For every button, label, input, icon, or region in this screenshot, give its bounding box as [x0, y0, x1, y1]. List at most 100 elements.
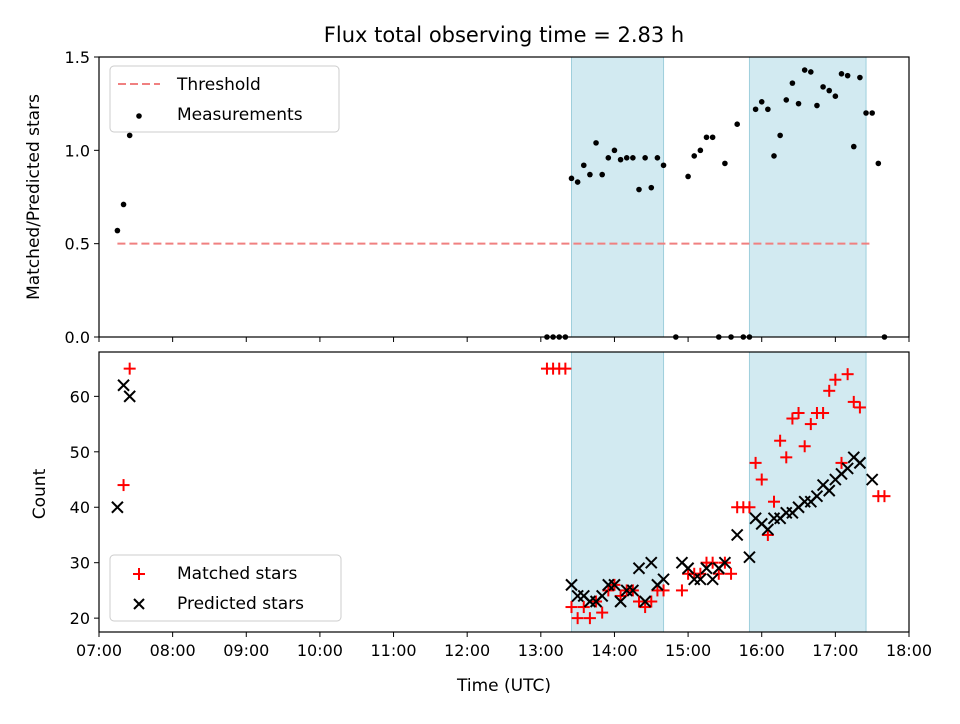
predicted-star-point: [761, 523, 775, 536]
measurement-point: [636, 186, 642, 193]
measurement-point: [660, 162, 667, 169]
predicted-star-point: [823, 484, 836, 497]
measurement-point: [722, 160, 728, 167]
measurement-point: [734, 121, 740, 127]
x-tick-label: 16:00: [739, 641, 785, 660]
measurement-point: [863, 110, 869, 116]
predicted-star-point: [626, 584, 640, 597]
measurement-point: [826, 87, 833, 94]
matched-star-point: [853, 401, 866, 414]
predicted-star-point: [810, 489, 824, 503]
predicted-star-point: [853, 456, 867, 470]
predicted-star-point: [700, 562, 713, 575]
measurement-point: [114, 227, 121, 234]
measurement-point: [568, 175, 575, 182]
matched-star-point: [823, 384, 836, 397]
top-y-tick-label: 1.5: [65, 48, 90, 67]
bottom-legend-box: [109, 554, 342, 622]
matched-star-point: [804, 418, 817, 431]
measurement-point: [783, 97, 790, 103]
predicted-star-point: [632, 562, 646, 575]
bottom-axes-frame: [98, 351, 910, 633]
measurement-point: [611, 147, 618, 154]
matched-star-point: [559, 362, 572, 375]
measurement-point: [587, 171, 593, 178]
x-tick-label: 07:00: [76, 641, 122, 660]
predicted-stars-legend-swatch: [133, 598, 145, 610]
measurement-point: [844, 72, 851, 79]
predicted-star-point: [117, 379, 130, 392]
bottom-y-tick-label: 60: [70, 387, 90, 406]
matched-star-point: [835, 456, 848, 469]
x-tick-label: 09:00: [223, 641, 269, 660]
matched-star-point: [847, 395, 860, 408]
measurement-point: [765, 106, 771, 113]
top-y-axis-label: Matched/Predicted stars: [24, 94, 44, 300]
measurement-point: [832, 93, 839, 99]
matched-star-point: [817, 406, 830, 419]
bottom-y-tick-label: 30: [70, 554, 90, 573]
matched-star-point: [694, 567, 707, 580]
matched-stars-legend-label: Matched stars: [177, 564, 297, 584]
x-tick-label: 10:00: [297, 641, 343, 660]
matched-star-point: [829, 373, 842, 386]
measurement-point: [709, 134, 716, 141]
matched-star-point: [633, 595, 645, 608]
matched-star-point: [792, 406, 805, 419]
matched-star-point: [798, 440, 811, 453]
predicted-star-point: [718, 556, 732, 569]
threshold-legend-label: Threshold: [176, 75, 261, 95]
top-panel: 0.0 0.5 1.0 1.5 Matched/Predicted stars Thr…: [24, 48, 910, 347]
bottom-y-tick-label: 50: [70, 443, 90, 462]
measurement-point: [648, 184, 655, 191]
matched-star-point: [768, 495, 780, 508]
top-y-tick-label: 0.0: [65, 328, 90, 347]
measurement-point: [875, 160, 882, 167]
bottom-y-ticks: 20 30 40 50 60: [70, 387, 99, 628]
x-tick-label: 17:00: [812, 641, 858, 660]
measurement-point: [120, 201, 127, 208]
predicted-star-point: [614, 595, 627, 608]
predicted-star-point: [111, 501, 124, 514]
predicted-star-point: [743, 550, 756, 564]
bottom-y-tick-label: 40: [70, 498, 90, 517]
matched-star-point: [645, 595, 658, 608]
matched-star-point: [786, 412, 799, 425]
predicted-star-point: [595, 589, 609, 603]
matched-star-point: [841, 368, 854, 381]
matched-star-point: [761, 528, 774, 541]
shaded-interval-1: [571, 56, 665, 338]
predicted-star-point: [706, 573, 719, 586]
measurement-point: [752, 106, 759, 113]
matched-stars-points: [117, 362, 891, 625]
predicted-star-point: [565, 578, 578, 592]
matched-star-point: [712, 567, 725, 580]
x-tick-label: 13:00: [518, 641, 564, 660]
top-y-tick-label: 1.0: [65, 141, 90, 160]
matched-star-point: [657, 584, 670, 597]
measurement-point: [574, 179, 581, 185]
measurements-legend-swatch: [136, 113, 142, 119]
predicted-star-point: [608, 578, 621, 592]
shaded-interval-2: [748, 351, 867, 633]
bottom-x-axis-label: Time (UTC): [456, 676, 551, 696]
x-tick-label: 15:00: [665, 641, 711, 660]
measurement-point: [777, 132, 783, 139]
measurement-point: [599, 171, 605, 178]
matched-star-point: [780, 451, 793, 464]
measurement-point: [617, 156, 624, 163]
matched-star-point: [123, 362, 136, 375]
matched-star-point: [878, 490, 891, 503]
measurement-point: [593, 140, 599, 146]
predicted-star-point: [694, 573, 707, 586]
predicted-star-point: [841, 462, 854, 475]
shaded-interval-1: [571, 351, 665, 633]
measurement-point: [126, 132, 133, 139]
measurement-point: [801, 67, 808, 73]
matched-star-point: [743, 501, 756, 514]
matched-star-point: [596, 606, 609, 619]
measurement-point: [838, 71, 845, 77]
matched-star-point: [565, 601, 578, 614]
measurement-point: [820, 84, 826, 90]
